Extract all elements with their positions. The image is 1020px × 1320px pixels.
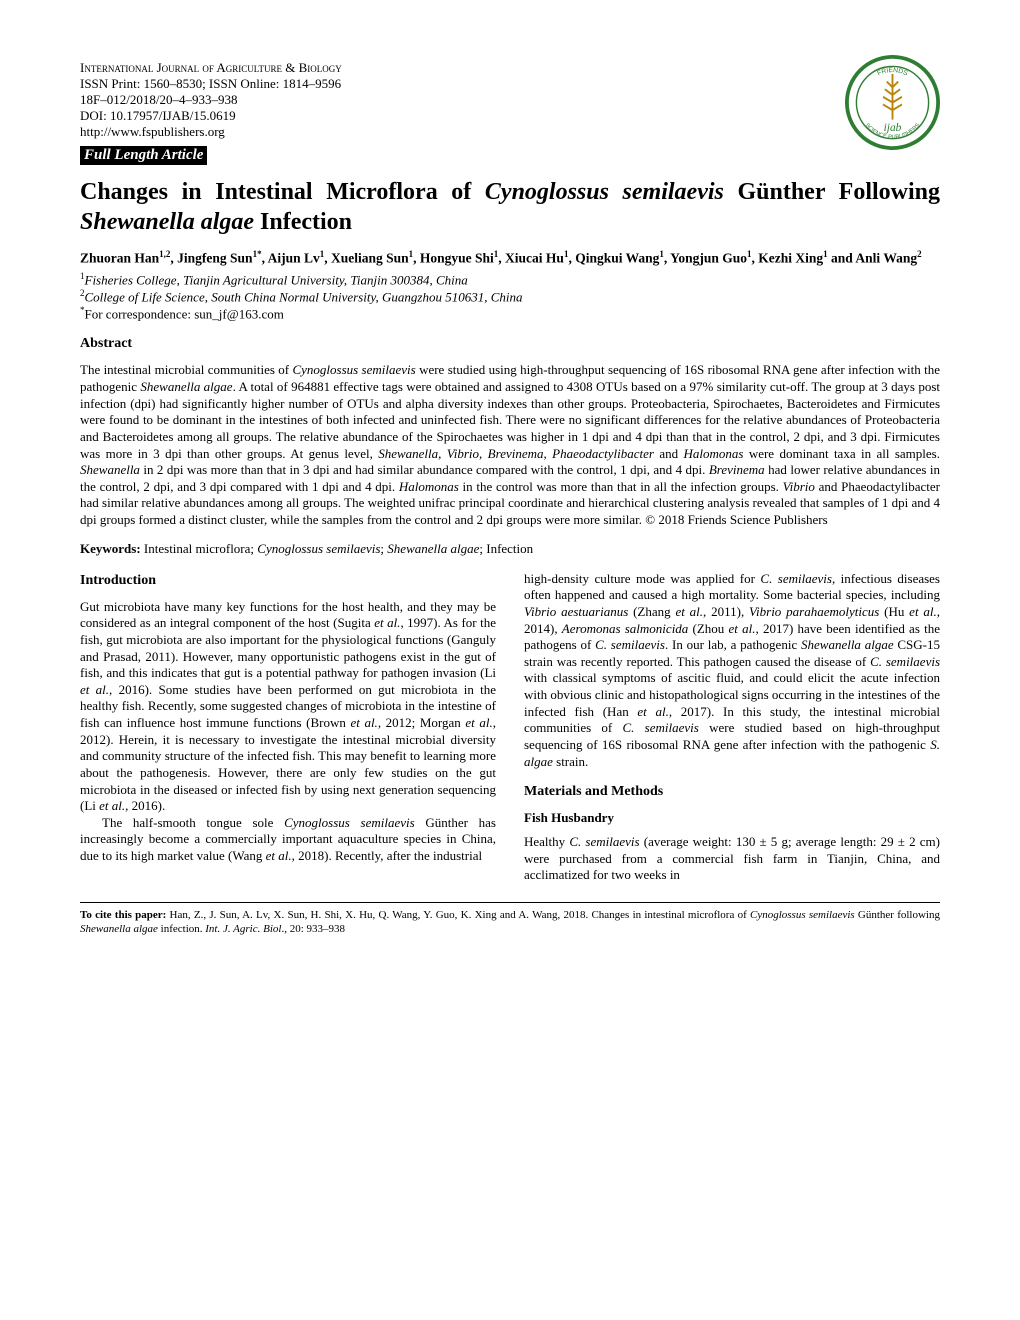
footer-rule: [80, 902, 940, 903]
title-part: Günther Following: [724, 179, 940, 205]
title-species-2: Shewanella algae: [80, 209, 254, 235]
intro-p2-text: The half-smooth tongue sole Cynoglossus …: [80, 815, 496, 865]
column-right: high-density culture mode was applied fo…: [524, 571, 940, 884]
code-line: 18F–012/2018/20–4–933–938: [80, 92, 940, 108]
affiliation-1: 1Fisheries College, Tianjin Agricultural…: [80, 271, 940, 288]
journal-name: International Journal of Agriculture & B…: [80, 60, 940, 76]
title-species-1: Cynoglossus semilaevis: [485, 179, 724, 205]
article-title: Changes in Intestinal Microflora of Cyno…: [80, 177, 940, 237]
header: International Journal of Agriculture & B…: [80, 60, 940, 165]
aff-text: College of Life Science, South China Nor…: [85, 289, 523, 304]
keywords: Keywords: Intestinal microflora; Cynoglo…: [80, 541, 940, 557]
abstract-heading: Abstract: [80, 336, 940, 352]
body-columns: Introduction Gut microbiota have many ke…: [80, 571, 940, 884]
citation-footer: To cite this paper: Han, Z., J. Sun, A. …: [80, 909, 940, 937]
column-left: Introduction Gut microbiota have many ke…: [80, 571, 496, 884]
footer-label: To cite this paper:: [80, 909, 166, 921]
svg-text:ijab: ijab: [884, 122, 902, 134]
methods-subheading: Fish Husbandry: [524, 810, 940, 826]
doi-line: DOI: 10.17957/IJAB/15.0619: [80, 108, 940, 124]
affiliations: 1Fisheries College, Tianjin Agricultural…: [80, 271, 940, 306]
abstract-text: The intestinal microbial communities of …: [80, 362, 940, 528]
intro-para-3: high-density culture mode was applied fo…: [524, 571, 940, 771]
publisher-logo: ijab FRIENDS SCIENCE PUBLISHERS: [845, 55, 940, 150]
title-part: Infection: [254, 209, 352, 235]
footer-text: Han, Z., J. Sun, A. Lv, X. Sun, H. Shi, …: [80, 909, 940, 935]
corr-text: For correspondence: sun_jf@163.com: [85, 306, 284, 321]
journal-name-text: International Journal of Agriculture & B…: [80, 60, 342, 75]
article-type-badge: Full Length Article: [80, 146, 207, 165]
methods-para-1: Healthy C. semilaevis (average weight: 1…: [524, 834, 940, 884]
keywords-label: Keywords:: [80, 541, 141, 556]
introduction-heading: Introduction: [80, 573, 496, 589]
intro-para-1: Gut microbiota have many key functions f…: [80, 599, 496, 815]
intro-para-2: The half-smooth tongue sole Cynoglossus …: [80, 815, 496, 865]
keywords-text: Intestinal microflora; Cynoglossus semil…: [141, 541, 534, 556]
authors-list: Zhuoran Han1,2, Jingfeng Sun1*, Aijun Lv…: [80, 249, 940, 267]
aff-text: Fisheries College, Tianjin Agricultural …: [85, 272, 468, 287]
methods-heading: Materials and Methods: [524, 784, 940, 800]
url-line: http://www.fspublishers.org: [80, 124, 940, 140]
affiliation-2: 2College of Life Science, South China No…: [80, 288, 940, 305]
issn-line: ISSN Print: 1560–8530; ISSN Online: 1814…: [80, 76, 940, 92]
title-part: Changes in Intestinal Microflora of: [80, 179, 485, 205]
correspondence: *For correspondence: sun_jf@163.com: [80, 305, 940, 322]
